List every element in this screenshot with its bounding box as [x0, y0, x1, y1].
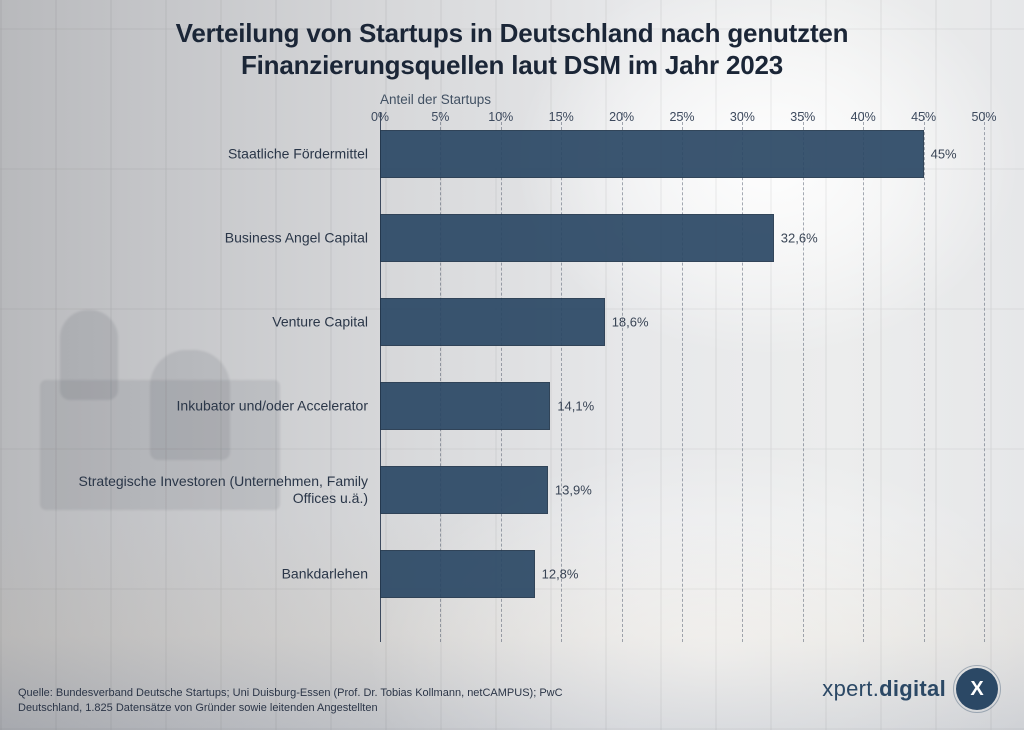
- category-label: Inkubator und/oder Accelerator: [70, 398, 380, 415]
- title-line-1: Verteilung von Startups in Deutschland n…: [176, 18, 849, 48]
- brand-badge-icon: X: [956, 668, 998, 710]
- gridline: [984, 112, 985, 642]
- x-axis-title: Anteil der Startups: [380, 92, 491, 107]
- bar-value-label: 13,9%: [547, 483, 592, 498]
- x-tick-label: 35%: [790, 110, 815, 124]
- bars-container: Staatliche Fördermittel45% Business Angel…: [380, 130, 984, 634]
- brand-bold: digital: [879, 676, 946, 701]
- bar-value-label: 12,8%: [534, 567, 579, 582]
- bar-row: Bankdarlehen12,8%: [380, 550, 984, 598]
- bar: 13,9%: [380, 466, 548, 514]
- brand-logo: xpert.digital X: [822, 668, 998, 710]
- title-line-2: Finanzierungsquellen laut DSM im Jahr 20…: [241, 50, 783, 80]
- x-tick-label: 20%: [609, 110, 634, 124]
- plot-area: 0%5%10%15%20%25%30%35%40%45%50% Staatlic…: [380, 112, 984, 642]
- bar-row: Strategische Investoren (Unternehmen, Fa…: [380, 466, 984, 514]
- bar: 12,8%: [380, 550, 535, 598]
- bar: 18,6%: [380, 298, 605, 346]
- x-tick-label: 30%: [730, 110, 755, 124]
- x-tick-label: 40%: [851, 110, 876, 124]
- x-tick-label: 0%: [371, 110, 389, 124]
- bar-value-label: 14,1%: [549, 399, 594, 414]
- bar-row: Staatliche Fördermittel45%: [380, 130, 984, 178]
- x-tick-label: 25%: [669, 110, 694, 124]
- bar-row: Business Angel Capital32,6%: [380, 214, 984, 262]
- x-tick-label: 50%: [971, 110, 996, 124]
- category-label: Bankdarlehen: [70, 566, 380, 583]
- bar-row: Venture Capital18,6%: [380, 298, 984, 346]
- bar-value-label: 18,6%: [604, 315, 649, 330]
- bar-row: Inkubator und/oder Accelerator14,1%: [380, 382, 984, 430]
- source-attribution: Quelle: Bundesverband Deutsche Startups;…: [18, 686, 784, 716]
- bar-value-label: 45%: [923, 147, 957, 162]
- source-line-1: Quelle: Bundesverband Deutsche Startups;…: [18, 687, 563, 699]
- x-tick-label: 15%: [549, 110, 574, 124]
- brand-prefix: xpert.: [822, 676, 879, 701]
- x-tick-label: 45%: [911, 110, 936, 124]
- x-tick-label: 10%: [488, 110, 513, 124]
- x-tick-label: 5%: [431, 110, 449, 124]
- bar: 45%: [380, 130, 924, 178]
- chart-area: Anteil der Startups 0%5%10%15%20%25%30%3…: [70, 100, 984, 642]
- bar: 14,1%: [380, 382, 550, 430]
- source-line-2: Deutschland, 1.825 Datensätze von Gründe…: [18, 702, 378, 714]
- category-label: Venture Capital: [70, 314, 380, 331]
- bar: 32,6%: [380, 214, 774, 262]
- category-label: Business Angel Capital: [70, 230, 380, 247]
- category-label: Staatliche Fördermittel: [70, 146, 380, 163]
- brand-wordmark: xpert.digital: [822, 676, 946, 702]
- chart-title: Verteilung von Startups in Deutschland n…: [0, 18, 1024, 81]
- category-label: Strategische Investoren (Unternehmen, Fa…: [70, 473, 380, 507]
- bar-value-label: 32,6%: [773, 231, 818, 246]
